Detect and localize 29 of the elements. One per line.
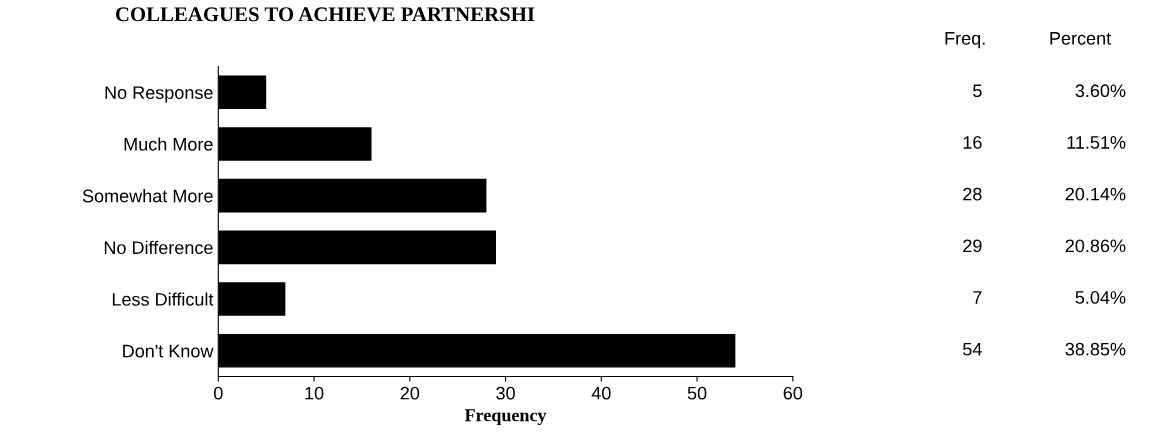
y-tick-label: Less Difficult bbox=[112, 292, 214, 306]
data-label: 28 bbox=[963, 187, 982, 201]
x-tick-label: 30 bbox=[496, 386, 515, 400]
x-tick-label: 20 bbox=[400, 386, 420, 400]
data-label: 29 bbox=[963, 239, 982, 253]
text: 20.86% bbox=[1065, 239, 1126, 253]
text: 5.04% bbox=[1075, 291, 1126, 304]
data-label: 7 bbox=[973, 291, 982, 304]
x-tick-label: 50 bbox=[687, 386, 707, 400]
data-label: 54 bbox=[963, 342, 982, 356]
y-tick-label: No Response bbox=[105, 86, 213, 103]
text: Freq. bbox=[945, 32, 985, 49]
x-tick-label: 0 bbox=[213, 386, 223, 400]
x-tick-label: 10 bbox=[305, 386, 324, 400]
text: Percent bbox=[1050, 32, 1112, 45]
text: 20.14% bbox=[1065, 187, 1126, 201]
data-label: 16 bbox=[963, 136, 982, 149]
y-tick-label: Somewhat More bbox=[82, 189, 213, 203]
text: 11.51% bbox=[1067, 136, 1126, 149]
chart-title: COLLEAGUES TO ACHIEVE PARTNERSHI bbox=[115, 7, 535, 22]
y-tick-label: Don't Know bbox=[123, 344, 214, 358]
y-tick-label: Much More bbox=[124, 137, 213, 151]
text: 38.85% bbox=[1065, 342, 1126, 356]
data-label: 5 bbox=[973, 84, 982, 98]
x-tick-label: 60 bbox=[783, 386, 803, 400]
x-axis-title: Frequency bbox=[464, 409, 547, 426]
y-tick-label: No Difference bbox=[104, 240, 213, 255]
text: 3.60% bbox=[1075, 84, 1126, 98]
x-tick-label: 40 bbox=[591, 386, 611, 400]
